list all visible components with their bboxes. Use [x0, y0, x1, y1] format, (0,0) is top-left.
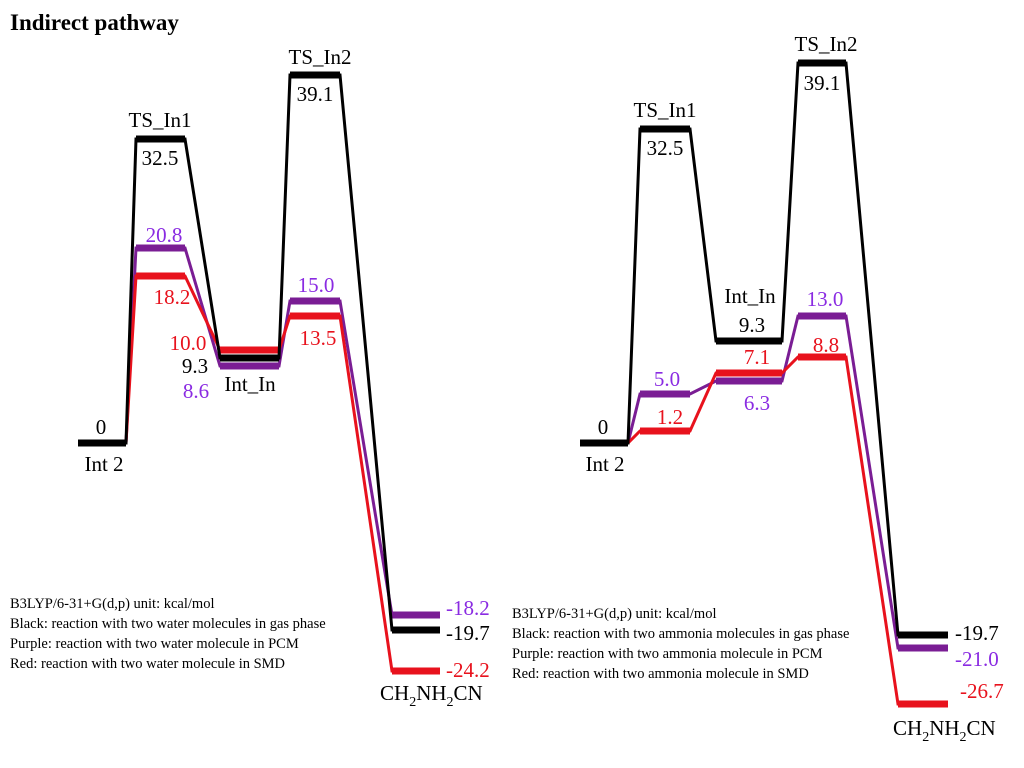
value-label-purple-2: 8.6: [183, 379, 209, 403]
value-label-black-4: -19.7: [446, 621, 490, 645]
legend-line-2: Purple: reaction with two water molecule…: [10, 636, 299, 652]
value-label-red-1: 1.2: [657, 405, 683, 429]
value-label-purple-3: 15.0: [298, 273, 335, 297]
legend-line-0: B3LYP/6-31+G(d,p) unit: kcal/mol: [10, 596, 214, 612]
legend-line-2: Purple: reaction with two ammonia molecu…: [512, 646, 823, 662]
value-label-purple-4: -21.0: [955, 647, 999, 671]
state-name-ts2: TS_In2: [289, 45, 352, 69]
legend-line-0: B3LYP/6-31+G(d,p) unit: kcal/mol: [512, 606, 716, 622]
value-label-black-3: 39.1: [297, 82, 334, 106]
value-label-black-2: 9.3: [739, 313, 765, 337]
legend-line-1: Black: reaction with two water molecules…: [10, 616, 326, 632]
value-label-red-3: 8.8: [813, 333, 839, 357]
value-label-red-2: 7.1: [744, 345, 770, 369]
value-label-black-1: 32.5: [142, 146, 179, 170]
legend-line-3: Red: reaction with two water molecule in…: [10, 656, 285, 672]
value-label-red-2: 10.0: [170, 331, 207, 355]
figure-title: Indirect pathway: [10, 10, 179, 35]
state-name-int2: Int 2: [84, 452, 123, 476]
legend-line-3: Red: reaction with two ammonia molecule …: [512, 666, 809, 682]
value-label-black-3: 39.1: [804, 71, 841, 95]
value-label-purple-1: 20.8: [146, 223, 183, 247]
value-label-purple-2: 6.3: [744, 391, 770, 415]
state-name-int2: Int 2: [585, 452, 624, 476]
value-label-red-3: 13.5: [300, 326, 337, 350]
value-label-purple-3: 13.0: [807, 287, 844, 311]
value-label-black-4: -19.7: [955, 621, 999, 645]
value-label-purple-4: -18.2: [446, 596, 490, 620]
state-name-ts2: TS_In2: [795, 32, 858, 56]
state-name-product: CH2NH2CN: [893, 716, 996, 745]
value-label-purple-1: 5.0: [654, 367, 680, 391]
value-label-black-1: 32.5: [647, 136, 684, 160]
value-label-black-2: 9.3: [182, 354, 208, 378]
value-label-red-4: -24.2: [446, 658, 490, 682]
value-label-red-4: -26.7: [960, 679, 1004, 703]
value-label-red-1: 18.2: [154, 285, 191, 309]
value-label-black-0: 0: [96, 415, 107, 439]
state-name-ts1: TS_In1: [129, 108, 192, 132]
state-name-intin: Int_In: [224, 372, 276, 396]
value-label-black-0: 0: [598, 415, 609, 439]
state-name-product: CH2NH2CN: [380, 681, 483, 710]
panel-water: [78, 71, 440, 675]
state-name-intin: Int_In: [724, 284, 776, 308]
legend-line-1: Black: reaction with two ammonia molecul…: [512, 626, 849, 642]
state-name-ts1: TS_In1: [634, 98, 697, 122]
panel-ammonia: [580, 59, 948, 708]
